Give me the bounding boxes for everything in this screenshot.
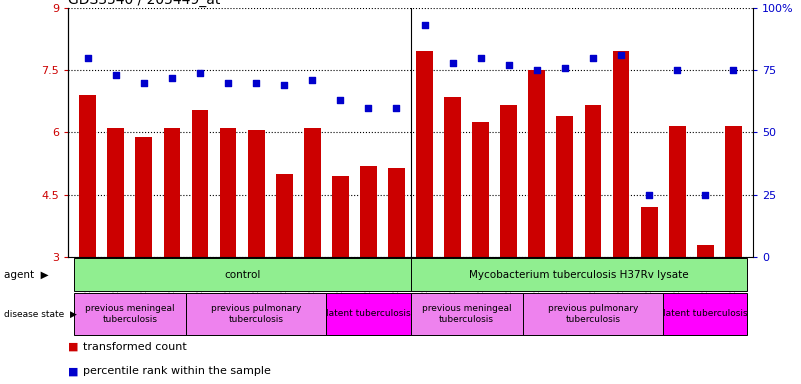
- Text: transformed count: transformed count: [83, 342, 187, 352]
- Point: [334, 97, 347, 103]
- Point: [586, 55, 599, 61]
- FancyBboxPatch shape: [186, 293, 326, 335]
- Bar: [725, 126, 742, 257]
- Bar: [445, 97, 461, 257]
- Text: ■: ■: [68, 342, 78, 352]
- Point: [727, 67, 739, 73]
- Text: previous pulmonary
tuberculosis: previous pulmonary tuberculosis: [211, 304, 301, 324]
- Text: previous meningeal
tuberculosis: previous meningeal tuberculosis: [422, 304, 512, 324]
- Bar: [135, 137, 152, 257]
- Text: ■: ■: [68, 366, 78, 376]
- Bar: [473, 122, 489, 257]
- Text: latent tuberculosis: latent tuberculosis: [326, 310, 411, 318]
- Bar: [417, 51, 433, 257]
- Point: [474, 55, 487, 61]
- Bar: [276, 174, 292, 257]
- Text: disease state  ▶: disease state ▶: [4, 310, 77, 318]
- Point: [110, 72, 123, 78]
- Bar: [304, 128, 320, 257]
- Bar: [641, 207, 658, 257]
- Text: latent tuberculosis: latent tuberculosis: [663, 310, 747, 318]
- Bar: [529, 70, 545, 257]
- FancyBboxPatch shape: [410, 293, 523, 335]
- Point: [250, 79, 263, 86]
- Bar: [219, 128, 236, 257]
- Point: [418, 22, 431, 28]
- Bar: [163, 128, 180, 257]
- Bar: [557, 116, 574, 257]
- Text: previous pulmonary
tuberculosis: previous pulmonary tuberculosis: [548, 304, 638, 324]
- Point: [82, 55, 95, 61]
- Point: [530, 67, 543, 73]
- Bar: [697, 245, 714, 257]
- FancyBboxPatch shape: [663, 293, 747, 335]
- FancyBboxPatch shape: [74, 293, 186, 335]
- Point: [390, 104, 403, 111]
- Point: [362, 104, 375, 111]
- FancyBboxPatch shape: [326, 293, 410, 335]
- Point: [278, 82, 291, 88]
- Point: [306, 77, 319, 83]
- Text: Mycobacterium tuberculosis H37Rv lysate: Mycobacterium tuberculosis H37Rv lysate: [469, 270, 689, 280]
- FancyBboxPatch shape: [410, 258, 747, 291]
- Text: control: control: [224, 270, 260, 280]
- Point: [642, 192, 655, 198]
- Point: [614, 52, 627, 58]
- Point: [166, 74, 179, 81]
- Point: [670, 67, 683, 73]
- Bar: [388, 168, 405, 257]
- Point: [698, 192, 711, 198]
- Bar: [107, 128, 124, 257]
- Point: [138, 79, 151, 86]
- FancyBboxPatch shape: [74, 258, 410, 291]
- Bar: [248, 131, 264, 257]
- Bar: [501, 106, 517, 257]
- Bar: [79, 95, 96, 257]
- Point: [446, 60, 459, 66]
- Bar: [360, 166, 376, 257]
- Text: agent  ▶: agent ▶: [4, 270, 49, 280]
- Text: previous meningeal
tuberculosis: previous meningeal tuberculosis: [85, 304, 175, 324]
- Point: [194, 70, 207, 76]
- Text: percentile rank within the sample: percentile rank within the sample: [83, 366, 271, 376]
- Bar: [669, 126, 686, 257]
- Point: [558, 65, 571, 71]
- FancyBboxPatch shape: [523, 293, 663, 335]
- Text: GDS3540 / 205449_at: GDS3540 / 205449_at: [68, 0, 220, 7]
- Point: [222, 79, 235, 86]
- Bar: [332, 176, 348, 257]
- Bar: [613, 51, 630, 257]
- Point: [502, 62, 515, 68]
- Bar: [585, 106, 602, 257]
- Bar: [191, 109, 208, 257]
